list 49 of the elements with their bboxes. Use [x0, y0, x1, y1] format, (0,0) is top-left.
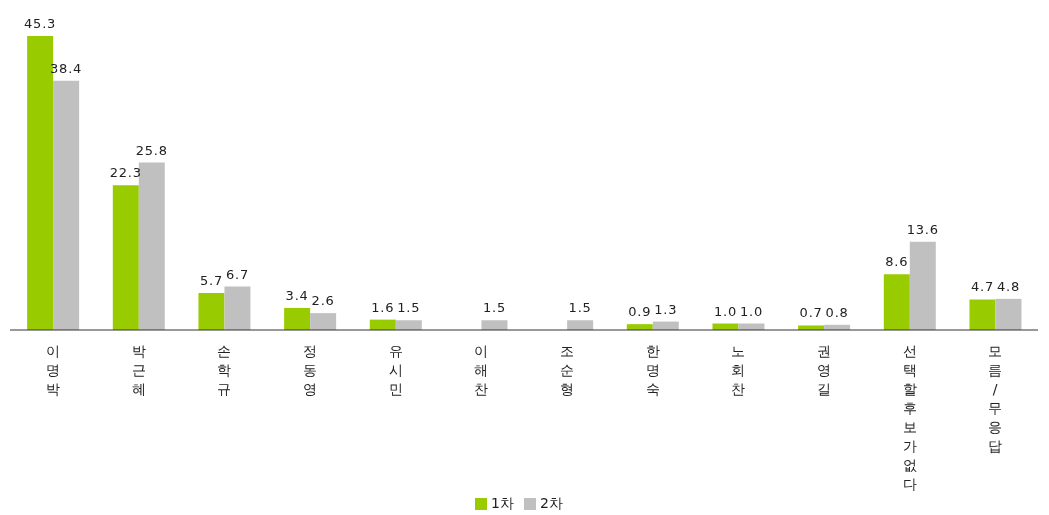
- x-tick-label: 손학규: [217, 343, 232, 397]
- x-tick-label: 조순형: [559, 343, 574, 397]
- data-label: 1.5: [482, 300, 507, 316]
- data-label: 4.7: [970, 279, 995, 295]
- x-tick-label: 박근혜: [131, 343, 146, 397]
- bar: [284, 307, 311, 330]
- bar: [969, 299, 996, 330]
- bar: [310, 313, 337, 330]
- data-label: 1.0: [713, 303, 738, 319]
- x-tick-label: 권영길: [816, 343, 831, 397]
- bar: [909, 241, 936, 330]
- bar: [53, 80, 80, 330]
- x-tick-label: 노회찬: [731, 343, 746, 397]
- bar: [883, 274, 910, 330]
- data-label: 2.6: [311, 293, 335, 309]
- legend-label: 2차: [540, 495, 563, 511]
- data-label: 13.6: [906, 221, 939, 237]
- bar: [224, 286, 251, 330]
- bar: [481, 320, 508, 330]
- data-label: 0.8: [825, 304, 849, 320]
- data-label: 22.3: [109, 165, 142, 181]
- legend-label: 1차: [491, 495, 514, 511]
- data-label: 0.7: [799, 305, 823, 321]
- x-tick-label: 유시민: [388, 343, 403, 397]
- data-label: 1.3: [654, 301, 678, 317]
- bar: [138, 162, 165, 330]
- data-label: 1.0: [739, 303, 764, 319]
- x-tick-label: 이명박: [45, 343, 60, 397]
- data-label: 1.5: [568, 300, 592, 316]
- data-label: 3.4: [285, 287, 309, 303]
- x-tick-label: 선택할후보가없다: [902, 343, 917, 492]
- data-label: 5.7: [199, 273, 224, 289]
- x-tick-label: 한명숙: [645, 343, 660, 397]
- data-label: 6.7: [225, 266, 250, 282]
- bar: [995, 298, 1022, 330]
- data-label: 25.8: [135, 142, 168, 158]
- bar: [112, 185, 139, 330]
- bar: [567, 320, 594, 330]
- bar: [198, 293, 225, 330]
- bar: [395, 320, 422, 330]
- x-tick-label: 정동영: [302, 343, 317, 397]
- data-label: 45.3: [24, 16, 57, 31]
- x-tick-label: 모름/무응답: [988, 343, 1003, 454]
- data-label: 0.9: [628, 304, 652, 320]
- data-label: 4.8: [996, 278, 1021, 294]
- data-label: 8.6: [885, 254, 909, 270]
- data-label: 1.5: [397, 300, 421, 316]
- data-label: 1.6: [371, 299, 395, 315]
- x-tick-label: 이해찬: [474, 343, 489, 397]
